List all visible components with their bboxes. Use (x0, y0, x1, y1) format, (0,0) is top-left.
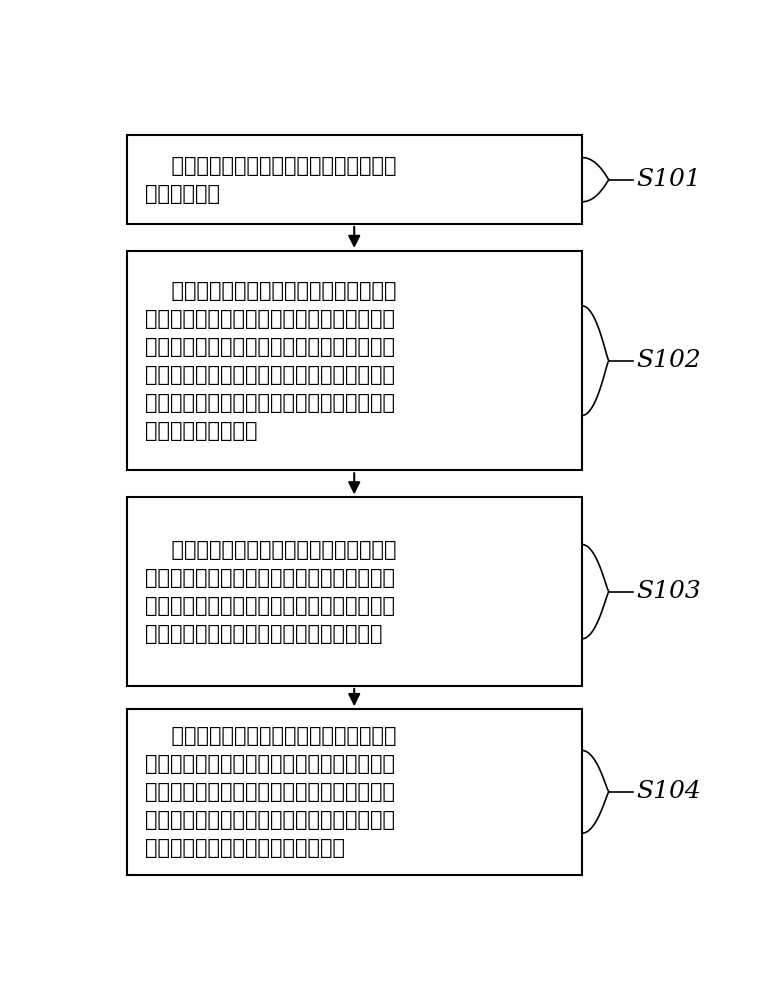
Bar (127, 251, 582, 470)
Bar (127, 497, 582, 686)
Text: 水汽定量测量步骤：在水汽挥发过程中，
用红外光谱仪对样品挥发出的水汽进行红外光
谱检测，对水汽进行定量分析，将水汽的各成
分的浓度数据导入至联用设备的显示屏上；: 水汽定量测量步骤：在水汽挥发过程中， 用红外光谱仪对样品挥发出的水汽进行红外光 … (145, 540, 396, 644)
Bar (127, 709, 582, 875)
Text: 样品称重步骤：将样品放置于热失重分析
仪内称取初始样品的重量，用热失重分析仪对
样品进行加热，使样品挥发出水汽，当样品的
重量不再变化后，称量出最终样品的重量，: 样品称重步骤：将样品放置于热失重分析 仪内称取初始样品的重量，用热失重分析仪对 … (145, 281, 396, 441)
Text: 取样步骤：在厚膜混合集成电路产品上取
粘接胶样品；: 取样步骤：在厚膜混合集成电路产品上取 粘接胶样品； (145, 156, 396, 204)
Text: S104: S104 (636, 780, 700, 803)
Bar (127, 135, 582, 224)
Text: S103: S103 (636, 580, 700, 603)
Text: 水汽定性测量步骤：在水汽挥发过程中，
用气质联用仪对水汽进行定性检测，并利用曲
线方程，可分别得到水汽中各成分以及各成分
所对应的相对浓度值，并将各成分及其相对: 水汽定性测量步骤：在水汽挥发过程中， 用气质联用仪对水汽进行定性检测，并利用曲 … (145, 726, 396, 858)
Text: S102: S102 (636, 349, 700, 372)
Text: S101: S101 (636, 168, 700, 191)
